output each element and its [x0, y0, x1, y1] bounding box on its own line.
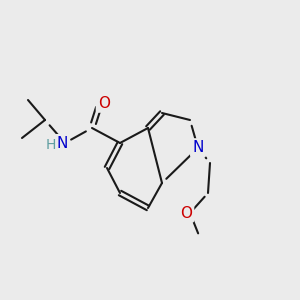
Text: N: N — [192, 140, 204, 155]
Text: O: O — [180, 206, 192, 220]
Text: H: H — [46, 138, 56, 152]
Text: N: N — [56, 136, 68, 151]
Text: O: O — [98, 95, 110, 110]
